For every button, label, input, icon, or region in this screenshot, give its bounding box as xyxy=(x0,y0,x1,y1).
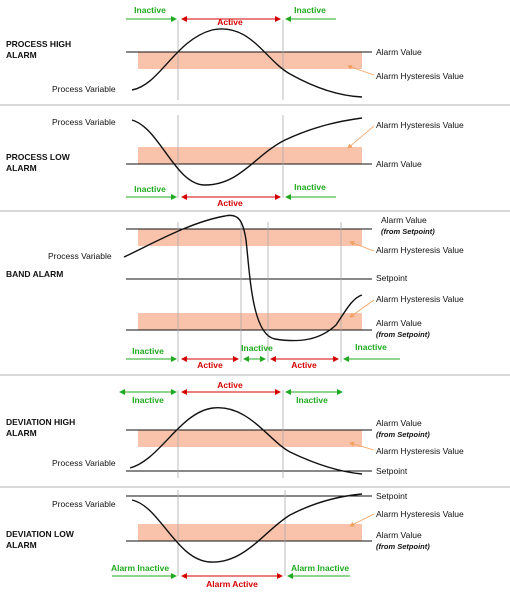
hysteresis-label: Alarm Hysteresis Value xyxy=(376,509,464,519)
process-variable-curve xyxy=(129,407,363,475)
state-label: Inactive xyxy=(132,346,164,356)
leader-line xyxy=(349,299,375,318)
section-title: ALARM xyxy=(6,163,37,173)
state-label: Alarm Inactive xyxy=(291,563,349,573)
process-variable-curve xyxy=(123,214,363,342)
leader-line xyxy=(347,64,375,76)
state-label: Active xyxy=(217,17,243,27)
state-label: Inactive xyxy=(134,184,166,194)
state-label: Active xyxy=(197,360,223,370)
state-label: Inactive xyxy=(355,342,387,352)
alarm-value-upper-note: (from Setpoint) xyxy=(381,227,435,236)
setpoint-label: Setpoint xyxy=(376,491,408,501)
process-variable-curve xyxy=(131,28,363,98)
hysteresis-upper-label: Alarm Hysteresis Value xyxy=(376,245,464,255)
process-variable-label: Process Variable xyxy=(52,117,116,127)
state-label: Alarm Active xyxy=(206,579,258,589)
process-variable-label: Process Variable xyxy=(48,251,112,261)
section-title: DEVIATION LOW xyxy=(6,529,75,539)
alarm-value-lower-label: Alarm Value xyxy=(376,318,422,328)
hysteresis-band xyxy=(138,52,362,69)
section-title: PROCESS LOW xyxy=(6,152,71,162)
state-label: Inactive xyxy=(294,5,326,15)
section-band-alarm: BAND ALARM Process Variable Alarm Value … xyxy=(6,214,464,370)
setpoint-label: Setpoint xyxy=(376,466,408,476)
state-label: Inactive xyxy=(132,395,164,405)
hysteresis-label: Alarm Hysteresis Value xyxy=(376,71,464,81)
section-title: ALARM xyxy=(6,428,37,438)
state-label: Active xyxy=(291,360,317,370)
hysteresis-label: Alarm Hysteresis Value xyxy=(376,120,464,130)
section-title: PROCESS HIGH xyxy=(6,39,71,49)
process-variable-label: Process Variable xyxy=(52,499,116,509)
leader-line xyxy=(349,513,375,527)
state-label: Inactive xyxy=(296,395,328,405)
alarm-value-label: Alarm Value xyxy=(376,47,422,57)
leader-line xyxy=(347,125,375,149)
section-title: BAND ALARM xyxy=(6,269,63,279)
hysteresis-band-upper xyxy=(138,229,362,246)
section-deviation-high: DEVIATION HIGH ALARM Process Variable Al… xyxy=(6,380,464,478)
alarm-value-lower-note: (from Setpoint) xyxy=(376,330,430,339)
hysteresis-band xyxy=(138,430,362,447)
section-process-low: PROCESS LOW ALARM Process Variable Alarm… xyxy=(6,115,464,208)
state-label: Alarm Inactive xyxy=(111,563,169,573)
alarm-value-note: (from Setpoint) xyxy=(376,430,430,439)
hysteresis-band xyxy=(138,524,362,541)
alarm-value-upper-label: Alarm Value xyxy=(381,215,427,225)
hysteresis-lower-label: Alarm Hysteresis Value xyxy=(376,294,464,304)
alarm-value-label: Alarm Value xyxy=(376,530,422,540)
hysteresis-label: Alarm Hysteresis Value xyxy=(376,446,464,456)
leader-line xyxy=(349,241,375,252)
section-deviation-low: DEVIATION LOW ALARM Process Variable Set… xyxy=(6,490,464,589)
section-process-high: PROCESS HIGH ALARM Process Variable Alar… xyxy=(6,5,464,100)
state-label: Active xyxy=(217,198,243,208)
section-title: DEVIATION HIGH xyxy=(6,417,75,427)
state-label: Active xyxy=(217,380,243,390)
process-variable-curve xyxy=(131,493,363,563)
section-title: ALARM xyxy=(6,540,37,550)
state-label: Inactive xyxy=(294,182,326,192)
state-label: Inactive xyxy=(134,5,166,15)
alarm-value-note: (from Setpoint) xyxy=(376,542,430,551)
alarm-value-label: Alarm Value xyxy=(376,418,422,428)
hysteresis-band-lower xyxy=(138,313,362,330)
alarm-value-label: Alarm Value xyxy=(376,159,422,169)
section-title: ALARM xyxy=(6,50,37,60)
process-variable-label: Process Variable xyxy=(52,84,116,94)
state-label: Inactive xyxy=(241,343,273,353)
setpoint-label: Setpoint xyxy=(376,273,408,283)
process-variable-curve xyxy=(131,117,363,186)
leader-line xyxy=(349,441,375,451)
process-variable-label: Process Variable xyxy=(52,458,116,468)
hysteresis-band xyxy=(138,147,362,164)
